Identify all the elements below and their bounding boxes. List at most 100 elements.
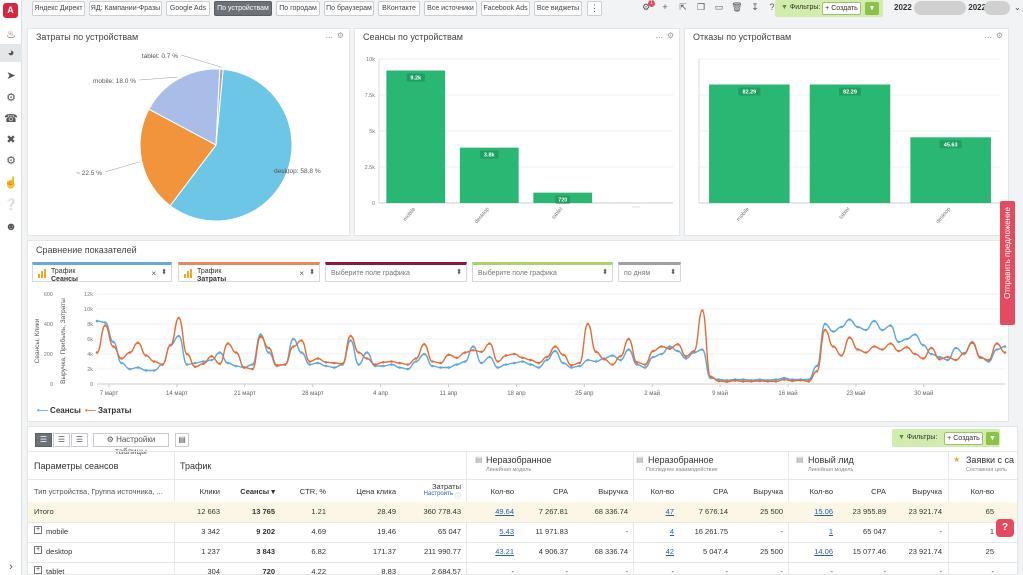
period-picker[interactable]: 2022 2022 [894, 3, 986, 12]
help-circle-icon[interactable]: ? [769, 2, 775, 12]
table-cell[interactable]: 15.06 [814, 507, 833, 516]
panel-gear-icon[interactable]: ⚙ [995, 31, 1003, 40]
g1-col-revenue[interactable]: Выручка [598, 487, 628, 496]
download-icon[interactable]: ↧ [751, 2, 759, 12]
clear-icon[interactable]: × [299, 269, 304, 278]
more-button[interactable]: ⋮ [587, 1, 602, 16]
table-cell[interactable]: 49.64 [495, 507, 514, 516]
table-cell[interactable]: 42 [665, 547, 674, 556]
tab-all-sources[interactable]: Все источники [424, 1, 477, 16]
panel-gear-icon[interactable]: ⚙ [666, 31, 674, 40]
col-ctr[interactable]: CTR, % [299, 487, 326, 496]
help-button[interactable]: ? [996, 519, 1014, 537]
table-cell[interactable]: 14.06 [814, 547, 833, 556]
table-cell[interactable]: 1 [828, 527, 833, 536]
user-icon[interactable]: ☻ [5, 221, 17, 233]
table-cell[interactable]: 4 [669, 527, 674, 536]
gear-icon[interactable]: ⚙ [6, 155, 16, 167]
table-row[interactable]: + tablet 304 720 4.22 8.83 2 684.57 - - - - - - - - - - [28, 562, 1017, 574]
tab-facebook-ads[interactable]: Facebook Ads [481, 1, 530, 16]
col-cost-settings[interactable]: Настроить [423, 491, 453, 497]
feedback-tab[interactable]: Отправить предложение [1000, 201, 1015, 325]
series-select-2[interactable]: Трафик Затраты × ⬍ [178, 262, 320, 283]
export-table-icon[interactable]: ▤ [175, 433, 189, 447]
g3-col-cpa[interactable]: CPA [871, 487, 886, 496]
col-sessions[interactable]: Сеансы ▾ [240, 487, 275, 496]
trash-icon[interactable]: 🗑 [731, 2, 743, 12]
table-row[interactable]: + mobile 3 342 9 202 4.69 19.46 65 047 5.43 11 9… [28, 522, 1017, 542]
g4-col-qty[interactable]: Кол-во [970, 487, 994, 496]
view-flat-button[interactable]: ☰ [71, 433, 88, 447]
g1-col-qty[interactable]: Кол-во [490, 487, 514, 496]
panel-menu-icon[interactable]: ... [655, 30, 663, 40]
tab-by-devices[interactable]: По устройствам [214, 1, 272, 16]
legend-costs[interactable]: •— Затраты [85, 406, 132, 415]
col-cost[interactable]: Затраты [432, 482, 461, 491]
rocket-icon[interactable]: ➤ [6, 70, 16, 82]
gears-icon[interactable]: ⚙ [6, 92, 16, 104]
panel-menu-icon[interactable]: ... [325, 30, 333, 40]
add-icon[interactable]: + [662, 2, 668, 12]
dashboard-icon[interactable]: ◕ [0, 44, 22, 62]
tab-yandex-direct[interactable]: Яндекс Директ [32, 1, 85, 16]
series-point [848, 318, 851, 321]
filter-dropdown-button[interactable]: ▼ [865, 2, 879, 15]
select-arrow-icon[interactable]: ⬍ [456, 269, 462, 276]
table-filter-dropdown[interactable]: ▼ [986, 432, 999, 445]
expand-row-icon[interactable]: + [34, 526, 42, 534]
tab-all-widgets[interactable]: Все виджеты [534, 1, 582, 16]
panel-menu-icon[interactable]: ... [984, 30, 992, 40]
col-params[interactable]: Тип устройства, Группа источника, ... [34, 487, 163, 496]
expand-row-icon[interactable]: + [34, 566, 42, 574]
series-select-3[interactable]: Выберите поле графика ⬍ [325, 262, 467, 282]
legend-sessions[interactable]: •— Сеансы [37, 406, 81, 415]
clear-icon[interactable]: × [151, 269, 156, 278]
panel-gear-icon[interactable]: ⚙ [336, 31, 344, 40]
export-icon[interactable]: ⇱ [679, 2, 687, 12]
table-row[interactable]: Итого 12 663 13 765 1.21 28.49 360 778.43 49.6… [28, 502, 1017, 522]
view-list-button[interactable]: ☰ [53, 433, 70, 447]
select-arrow-icon[interactable]: ⬍ [602, 269, 608, 276]
logo[interactable]: A [3, 3, 18, 18]
tab-by-browsers[interactable]: По браузерам [324, 1, 374, 16]
series-select-4[interactable]: Выберите поле графика ⬍ [472, 262, 613, 282]
copy-icon[interactable]: ❐ [696, 2, 706, 12]
col-cpc[interactable]: Цена клика [356, 487, 396, 496]
granularity-select[interactable]: по дням ⬍ [618, 262, 681, 282]
g2-col-qty[interactable]: Кол-во [650, 487, 674, 496]
table-filters-text: Фильтры: [906, 434, 938, 441]
expand-icon[interactable]: › [9, 561, 13, 573]
select-arrow-icon[interactable]: ⬍ [670, 269, 676, 276]
select-arrow-icon[interactable]: ⬍ [161, 269, 167, 276]
bell-icon[interactable]: ♨ [6, 29, 16, 41]
series-select-1[interactable]: Трафик Сеансы × ⬍ [32, 262, 172, 283]
table-cell[interactable]: 43.21 [495, 547, 514, 556]
col-clicks[interactable]: Клики [199, 487, 220, 496]
g3-col-revenue[interactable]: Выручка [912, 487, 942, 496]
hand-icon[interactable]: ☝ [4, 177, 18, 189]
table-cell[interactable]: 5.43 [499, 527, 514, 536]
view-tree-button[interactable]: ☰ [35, 433, 52, 447]
settings-icon[interactable]: ⚙ [641, 2, 651, 12]
phone-icon[interactable]: ☎ [4, 113, 18, 125]
table-settings-button[interactable]: ⚙ Настройки таблицы [93, 433, 169, 456]
create-filter-button[interactable]: + Создать [822, 2, 861, 15]
duplicate-icon[interactable]: ▭ [714, 2, 724, 12]
table-create-filter-button[interactable]: + Создать [944, 432, 983, 445]
expand-row-icon[interactable]: + [34, 546, 42, 554]
tab-yd-campaigns[interactable]: ЯД: Кампании-Фразы [89, 1, 162, 16]
help-icon[interactable]: ❔ [4, 199, 18, 211]
chevron-down-icon[interactable]: ⌄ [1014, 3, 1021, 12]
tab-vkontakte[interactable]: ВКонтакте [378, 1, 420, 16]
tools-icon[interactable]: ✖ [6, 134, 16, 146]
table-row[interactable]: + desktop 1 237 3 843 6.82 171.37 211 990.77 43… [28, 542, 1017, 562]
g2-col-cpa[interactable]: CPA [713, 487, 728, 496]
tab-by-cities[interactable]: По городам [276, 1, 320, 16]
g2-col-revenue[interactable]: Выручка [753, 487, 783, 496]
info-icon[interactable]: ⓘ [455, 494, 462, 500]
table-cell[interactable]: 47 [665, 507, 674, 516]
g1-col-cpa[interactable]: CPA [553, 487, 568, 496]
tab-google-ads[interactable]: Google Ads [166, 1, 210, 16]
g3-col-qty[interactable]: Кол-во [809, 487, 833, 496]
select-arrow-icon[interactable]: ⬍ [309, 269, 315, 276]
